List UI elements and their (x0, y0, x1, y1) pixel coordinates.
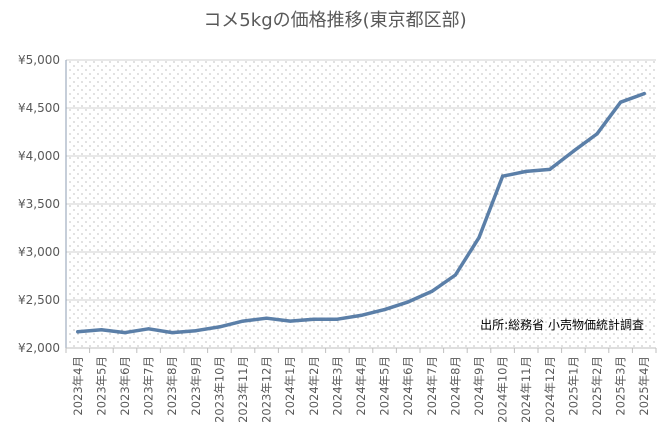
data-point (406, 300, 410, 304)
data-point (76, 330, 80, 334)
data-point (241, 319, 245, 323)
data-point (217, 325, 221, 329)
data-point (147, 327, 151, 331)
data-point (359, 313, 363, 317)
data-point (288, 319, 292, 323)
x-tick-label: 2023年5月 (94, 356, 108, 416)
x-tick-label: 2023年6月 (118, 356, 132, 416)
data-point (548, 167, 552, 172)
data-point (335, 317, 339, 321)
x-tick-label: 2023年8月 (165, 356, 179, 416)
x-tick-label: 2024年5月 (378, 356, 392, 416)
x-tick-label: 2023年4月 (71, 356, 85, 416)
y-axis-ticks: ¥2,000 ¥2,500 ¥3,000 ¥3,500 ¥4,000 ¥4,500 ¥5,0… (18, 53, 60, 355)
series-layer (76, 91, 646, 335)
x-tick-label: 2023年11月 (236, 356, 250, 423)
x-tick-label: 2025年2月 (590, 356, 604, 416)
data-point (194, 329, 198, 333)
y-tick-label: ¥3,500 (18, 197, 60, 211)
data-point (453, 273, 457, 277)
x-tick-label: 2023年9月 (189, 356, 203, 416)
x-tick-label: 2024年6月 (401, 356, 415, 416)
x-tick-label: 2024年8月 (448, 356, 462, 416)
x-axis-ticks: 2023年4月 2023年5月 2023年6月 2023年7月 2023年8月 2023年… (71, 356, 651, 423)
data-point (619, 100, 623, 104)
x-tick-label: 2023年12月 (260, 356, 274, 423)
chart-title: コメ5kgの価格推移(東京都区部) (203, 10, 466, 31)
x-tick-label: 2024年11月 (519, 356, 533, 423)
x-tick-label: 2024年9月 (472, 356, 486, 416)
data-point (501, 174, 505, 178)
x-tick-label: 2024年12月 (543, 356, 557, 423)
axes (65, 60, 657, 353)
source-note: 出所:総務省 小売物価統計調査 (480, 317, 644, 332)
x-tick-label: 2025年1月 (566, 356, 580, 416)
x-tick-label: 2024年4月 (354, 356, 368, 416)
gridlines (66, 59, 656, 301)
data-point (595, 132, 599, 136)
data-point (642, 92, 646, 96)
x-tick-label: 2024年3月 (330, 356, 344, 416)
y-tick-label: ¥3,000 (18, 245, 60, 259)
y-tick-label: ¥4,500 (18, 101, 60, 115)
data-point (477, 236, 481, 240)
data-point (524, 169, 528, 173)
x-tick-label: 2024年7月 (425, 356, 439, 416)
x-tick-label: 2024年10月 (496, 356, 510, 423)
y-tick-label: ¥5,000 (18, 53, 60, 67)
data-point (99, 328, 103, 332)
data-point (170, 331, 174, 335)
data-point (571, 149, 576, 153)
x-tick-label: 2024年2月 (307, 356, 321, 416)
x-tick-label: 2024年1月 (283, 356, 297, 416)
y-tick-label: ¥2,000 (18, 341, 60, 355)
y-tick-label: ¥4,000 (18, 149, 60, 163)
data-point (383, 308, 387, 312)
x-tick-label: 2025年3月 (614, 356, 628, 416)
x-tick-label: 2023年10月 (212, 356, 226, 423)
y-tick-label: ¥2,500 (18, 293, 60, 307)
data-point (312, 317, 316, 321)
x-tick-label: 2023年7月 (142, 356, 156, 416)
data-point (430, 289, 434, 293)
data-point (123, 331, 127, 335)
x-tick-label: 2025年4月 (637, 356, 651, 416)
data-point (265, 316, 269, 320)
